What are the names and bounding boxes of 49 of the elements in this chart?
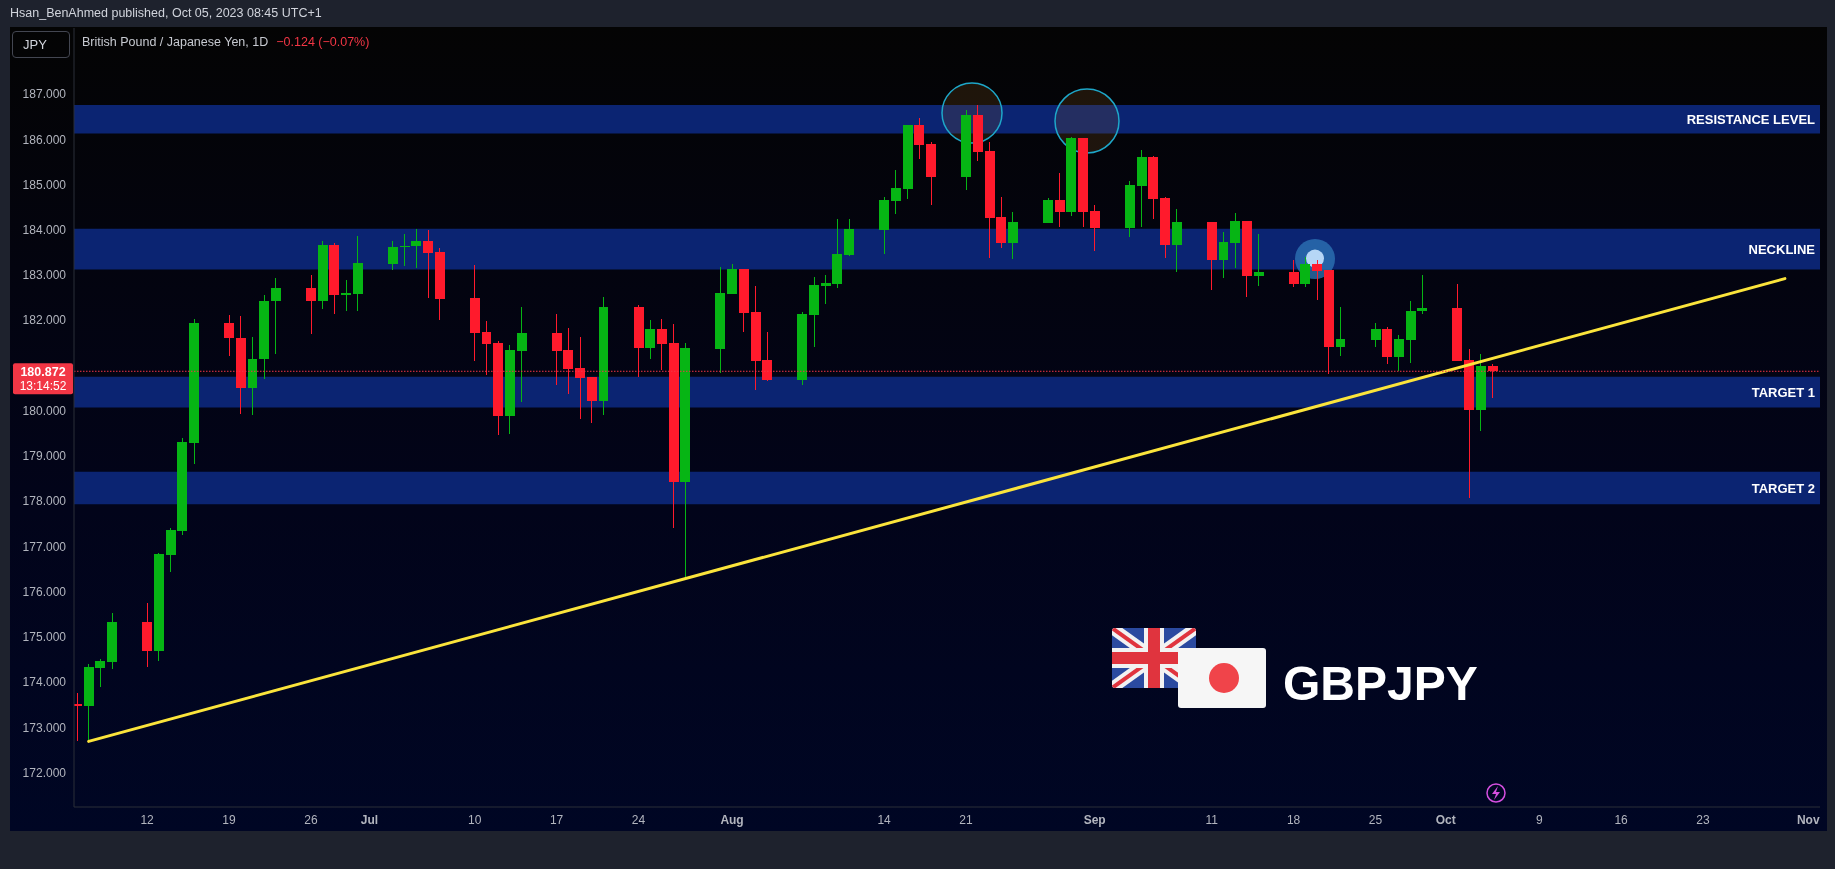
- y-tick-label: 179.000: [22, 449, 67, 464]
- y-tick-label: 185.000: [22, 177, 67, 192]
- candlestick: [1417, 275, 1428, 314]
- x-tick-label: Nov: [1796, 812, 1820, 827]
- candlestick: [74, 692, 83, 741]
- band-label: TARGET 1: [1751, 384, 1815, 400]
- x-tick-label: 11: [1205, 812, 1219, 827]
- y-tick-label: 173.000: [22, 720, 67, 735]
- x-tick-label: 24: [631, 812, 646, 827]
- annotation: GBPJPY: [1283, 657, 1478, 710]
- candlestick: [1253, 233, 1264, 286]
- x-tick-label: 9: [1535, 812, 1543, 827]
- x-tick-label: 17: [549, 812, 564, 827]
- band-label: RESISTANCE LEVEL: [1686, 111, 1816, 127]
- text: −0.124 (−0.07%): [276, 35, 370, 49]
- x-tick-label: Sep: [1083, 812, 1106, 827]
- candlestick: [341, 280, 352, 312]
- x-tick-label: 21: [959, 812, 973, 827]
- x-tick-label: 12: [140, 812, 155, 827]
- x-tick-label: 16: [1614, 812, 1629, 827]
- x-tick-label: 19: [222, 812, 236, 827]
- text: Hsan_BenAhmed published, Oct 05, 2023 08:45 UTC+1: [10, 5, 322, 22]
- x-tick-label: 26: [304, 812, 318, 827]
- y-axis-title: JPY: [12, 31, 70, 58]
- y-tick-label: 177.000: [22, 539, 67, 554]
- x-tick-label: 23: [1696, 812, 1711, 827]
- x-tick-label: 25: [1368, 812, 1383, 827]
- y-tick-label: 174.000: [22, 675, 67, 690]
- y-tick-label: 180.000: [22, 403, 67, 418]
- y-tick-label: 175.000: [22, 630, 67, 645]
- text: British Pound / Japanese Yen, 1D: [82, 35, 269, 49]
- y-tick-label: 172.000: [22, 765, 67, 780]
- x-tick-label: 18: [1286, 812, 1301, 827]
- y-tick-label: 176.000: [22, 584, 67, 599]
- x-tick-label: 10: [467, 812, 482, 827]
- x-tick-label: Aug: [720, 812, 744, 827]
- y-tick-label: 184.000: [22, 223, 67, 238]
- y-tick-label: 183.000: [22, 268, 67, 283]
- x-tick-label: Oct: [1435, 812, 1456, 827]
- y-tick-label: 186.000: [22, 132, 67, 147]
- y-tick-label: 187.000: [22, 87, 67, 102]
- band-label: NECKLINE: [1748, 241, 1816, 257]
- y-tick-label: 182.000: [22, 313, 67, 328]
- text: 13:14:52: [19, 379, 67, 394]
- ref-line-label: 180.872: [20, 364, 66, 379]
- band-label: TARGET 2: [1751, 480, 1815, 496]
- x-tick-label: 14: [877, 812, 892, 827]
- y-tick-label: 178.000: [22, 494, 67, 509]
- x-tick-label: Jul: [360, 812, 379, 827]
